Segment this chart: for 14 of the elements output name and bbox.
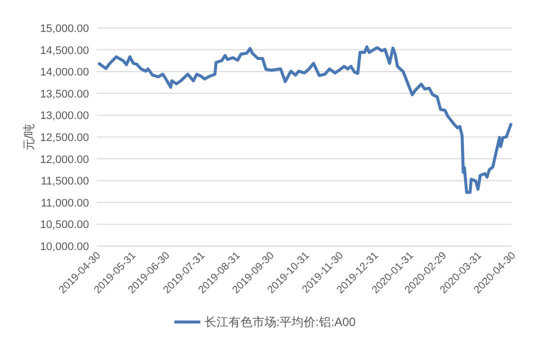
y-tick-label: 10,500.00 — [40, 219, 89, 232]
y-tick-label: 13,500.00 — [40, 88, 89, 100]
y-tick-label: 13,000.00 — [40, 110, 89, 122]
line-series — [98, 45, 512, 194]
y-axis-title: 元/吨 — [22, 123, 36, 151]
y-tick-label: 11,000.00 — [40, 197, 89, 210]
y-tick-label: 12,500.00 — [40, 132, 89, 144]
y-tick-label: 14,500.00 — [40, 44, 89, 57]
y-tick-label: 11,500.00 — [40, 176, 89, 188]
y-tick-label: 15,000.00 — [40, 23, 89, 35]
legend-label: 长江有色市场:平均价:铝:A00 — [204, 315, 356, 329]
y-tick-label: 12,000.00 — [40, 154, 89, 166]
y-tick-label: 14,000.00 — [40, 66, 89, 79]
y-tick-label: 10,000.00 — [40, 241, 89, 253]
